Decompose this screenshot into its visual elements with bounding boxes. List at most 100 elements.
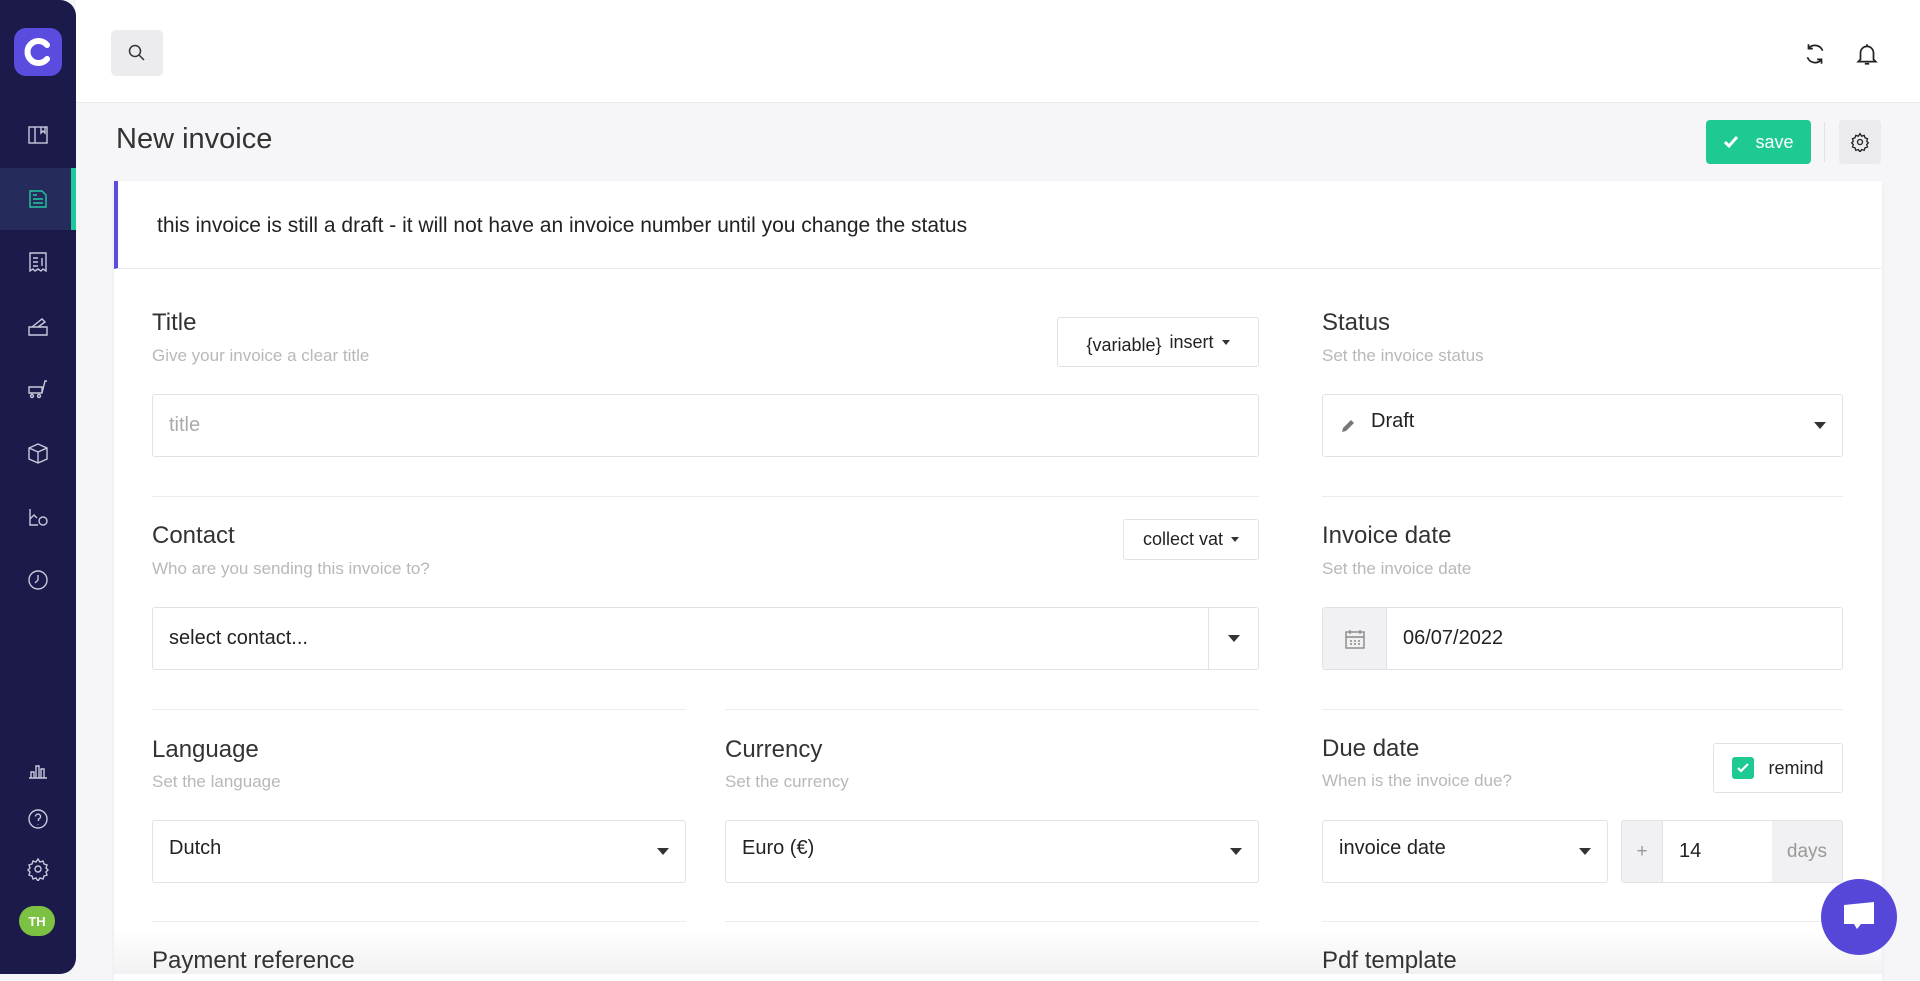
due-date-help: When is the invoice due?	[1322, 771, 1512, 790]
divider	[152, 921, 686, 922]
caret-down-icon	[1230, 848, 1242, 855]
divider	[152, 496, 1259, 497]
divider	[725, 921, 1259, 922]
days-addon: days	[1772, 821, 1842, 882]
due-basis-value: invoice date	[1339, 837, 1446, 859]
scroll-fade	[114, 930, 1882, 974]
sidebar-item-quotes[interactable]	[0, 307, 76, 347]
sidebar-item-help[interactable]	[0, 799, 76, 839]
currency-value: Euro (€)	[742, 837, 815, 859]
divider	[1824, 122, 1825, 162]
language-help: Set the language	[152, 772, 281, 791]
title-placeholder: title	[169, 414, 201, 436]
quote-icon	[28, 318, 48, 336]
time-report-icon	[29, 509, 48, 526]
due-days-input[interactable]: +14 days	[1621, 820, 1843, 883]
page-title: New invoice	[116, 123, 273, 155]
save-label: save	[1755, 131, 1794, 152]
currency-select[interactable]: Euro (€)	[725, 820, 1259, 883]
contact-help: Who are you sending this invoice to?	[152, 559, 430, 578]
payment-reference-label: Payment reference	[152, 947, 355, 974]
collect-vat-button[interactable]: collect vat	[1123, 519, 1259, 560]
pdf-template-label: Pdf template	[1322, 947, 1457, 974]
sidebar-item-receipts[interactable]	[0, 242, 76, 282]
sidebar-item-invoices[interactable]	[0, 168, 76, 230]
caret-down-icon	[1231, 537, 1240, 542]
draft-alert: this invoice is still a draft - it will …	[114, 181, 1882, 269]
title-help: Give your invoice a clear title	[152, 346, 370, 365]
language-value: Dutch	[169, 837, 222, 859]
divider	[152, 709, 686, 710]
status-select[interactable]: Draft	[1322, 394, 1843, 457]
invoice-date-value: 06/07/2022	[1403, 627, 1504, 649]
search-icon	[128, 44, 145, 61]
sidebar-item-products[interactable]	[0, 433, 76, 473]
collect-vat-label: collect vat	[1142, 529, 1224, 549]
caret-down-icon	[657, 848, 669, 855]
language-label: Language	[152, 736, 259, 763]
caret-down-icon	[1221, 339, 1230, 345]
currency-help: Set the currency	[725, 772, 849, 791]
pencil-icon	[1342, 419, 1354, 432]
due-days-value[interactable]: 14	[1679, 840, 1702, 862]
title-input[interactable]: title	[152, 394, 1259, 457]
sync-icon	[1806, 44, 1824, 64]
divider	[725, 709, 1259, 710]
contact-label: Contact	[152, 522, 235, 549]
book-icon	[28, 126, 48, 144]
divider	[1322, 496, 1843, 497]
variable-label: {variable}	[1086, 334, 1162, 355]
sidebar-item-history[interactable]	[0, 560, 76, 600]
remind-toggle[interactable]: remind	[1713, 743, 1843, 793]
divider	[1322, 921, 1843, 922]
chat-button[interactable]	[1821, 879, 1897, 955]
invoice-date-help: Set the invoice date	[1322, 559, 1472, 578]
notifications-button[interactable]	[1853, 40, 1881, 68]
check-icon	[1724, 136, 1739, 149]
settings-icon	[27, 857, 49, 881]
help-icon	[28, 809, 48, 829]
divider	[1322, 709, 1843, 710]
invoice-icon	[29, 190, 47, 208]
app-logo[interactable]	[14, 28, 62, 76]
language-select[interactable]: Dutch	[152, 820, 686, 883]
avatar[interactable]: TH	[19, 906, 55, 936]
save-button[interactable]: save	[1706, 120, 1811, 164]
insert-variable-button[interactable]: {variable} insert	[1057, 317, 1259, 367]
sidebar-item-reports[interactable]	[0, 749, 76, 789]
check-icon	[1737, 763, 1750, 773]
caret-down-icon	[1814, 422, 1826, 429]
invoice-date-label: Invoice date	[1322, 522, 1452, 549]
remind-checkbox[interactable]	[1732, 757, 1755, 779]
invoice-date-input[interactable]: 06/07/2022	[1322, 607, 1843, 670]
contact-dropdown-toggle[interactable]	[1208, 608, 1258, 669]
status-help: Set the invoice status	[1322, 346, 1484, 365]
sidebar: TH	[0, 0, 76, 974]
gear-icon	[1850, 132, 1870, 152]
caret-down-icon	[1579, 848, 1591, 855]
sync-button[interactable]	[1801, 40, 1829, 68]
bell-icon	[1856, 44, 1878, 65]
sidebar-item-settings[interactable]	[0, 849, 76, 889]
calendar-icon	[1344, 629, 1365, 649]
insert-label: insert	[1169, 331, 1214, 352]
invoice-settings-button[interactable]	[1839, 120, 1881, 164]
top-bar	[76, 0, 1920, 103]
status-label: Status	[1322, 309, 1391, 336]
cart-icon	[28, 380, 47, 399]
receipt-icon	[29, 252, 47, 273]
sidebar-item-book[interactable]	[0, 115, 76, 155]
status-value: Draft	[1371, 410, 1415, 432]
currency-label: Currency	[725, 736, 823, 763]
plus-addon: +	[1622, 821, 1663, 882]
caret-down-icon	[1227, 635, 1240, 642]
contact-value: select contact...	[169, 627, 308, 649]
calendar-addon[interactable]	[1323, 608, 1387, 669]
search-button[interactable]	[111, 30, 163, 76]
due-basis-select[interactable]: invoice date	[1322, 820, 1608, 883]
sidebar-item-time[interactable]	[0, 497, 76, 537]
sidebar-item-purchases[interactable]	[0, 369, 76, 409]
due-date-label: Due date	[1322, 735, 1420, 762]
contact-select[interactable]: select contact...	[152, 607, 1259, 670]
chat-icon	[1844, 902, 1874, 929]
